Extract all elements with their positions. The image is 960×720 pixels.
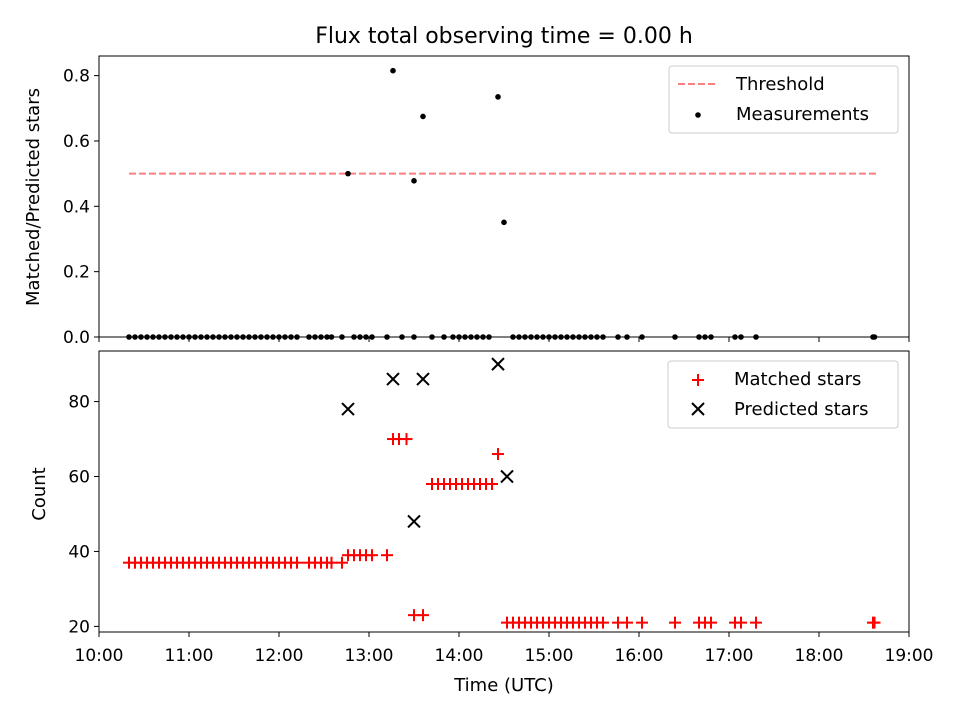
measurement-point — [411, 178, 417, 184]
legend-measurements-swatch — [695, 112, 701, 118]
matched-star-point — [417, 609, 429, 622]
matched-star-point — [750, 616, 762, 629]
top-ytick-label: 0.4 — [63, 197, 90, 217]
top-ytick-label: 0.2 — [63, 263, 90, 283]
top-ytick-label: 0.6 — [63, 132, 90, 152]
bottom-ytick-label: 60 — [68, 468, 90, 488]
xtick-label: 12:00 — [255, 646, 304, 666]
top-ticks: 0.0 0.2 0.4 0.6 0.8 — [63, 67, 910, 348]
bottom-panel: Count Time (UTC) 10:00 11:00 12:00 13:00 14:… — [29, 350, 934, 696]
matched-star-point — [381, 549, 393, 562]
legend-threshold-label: Threshold — [735, 74, 825, 95]
matched-star-point — [336, 556, 348, 569]
bottom-legend-box — [667, 360, 899, 429]
legend-matched-label: Matched stars — [734, 369, 861, 390]
top-ytick-label: 0.0 — [63, 328, 90, 348]
matched-star-point — [492, 448, 504, 461]
legend-measurements-label: Measurements — [736, 104, 869, 125]
predicted-star-point — [386, 372, 400, 386]
xtick-label: 10:00 — [75, 646, 124, 666]
matched-star-point — [735, 616, 747, 629]
xtick-label: 18:00 — [795, 646, 844, 666]
top-legend: Threshold Measurements — [668, 65, 899, 134]
bottom-ytick-label: 20 — [68, 617, 90, 637]
xtick-label: 17:00 — [705, 646, 754, 666]
matched-star-point — [366, 549, 378, 562]
top-title: Flux total observing time = 0.00 h — [315, 24, 693, 49]
matched-star-point — [636, 616, 648, 629]
xtick-label: 14:00 — [435, 646, 484, 666]
bottom-points — [123, 357, 881, 629]
legend-matched-swatch — [692, 374, 704, 386]
top-axes-frame — [98, 55, 910, 338]
top-legend-box — [668, 65, 899, 134]
matched-star-point — [486, 478, 498, 491]
xtick-label: 19:00 — [885, 646, 934, 666]
top-ylabel: Matched/Predicted stars — [23, 88, 44, 306]
measurement-point — [390, 67, 396, 74]
measurement-point — [501, 219, 507, 226]
matched-star-point — [669, 616, 681, 629]
predicted-star-point — [341, 402, 355, 416]
matched-star-point — [597, 616, 609, 629]
bottom-ytick-label: 40 — [68, 542, 90, 562]
xtick-label: 15:00 — [525, 646, 574, 666]
legend-predicted-swatch — [691, 402, 705, 416]
measurement-point — [420, 113, 426, 120]
measurement-point — [495, 94, 501, 100]
matched-star-point — [868, 616, 881, 629]
bottom-ytick-label: 80 — [68, 393, 90, 413]
xtick-label: 13:00 — [345, 646, 394, 666]
bottom-ticks: 10:00 11:00 12:00 13:00 14:00 15:00 16:00 17:00… — [68, 393, 933, 666]
matched-star-point — [705, 616, 717, 629]
matched-star-point — [325, 556, 338, 569]
xtick-label: 16:00 — [615, 646, 664, 666]
predicted-star-point — [500, 469, 514, 484]
predicted-star-point — [491, 357, 505, 371]
matched-star-point — [291, 556, 303, 569]
top-ytick-label: 0.8 — [63, 67, 90, 87]
predicted-star-point — [407, 514, 421, 529]
matched-star-point — [400, 433, 413, 446]
bottom-xlabel: Time (UTC) — [453, 675, 554, 696]
legend-predicted-label: Predicted stars — [734, 399, 868, 420]
bottom-ylabel: Count — [29, 467, 50, 520]
measurement-point — [345, 170, 351, 177]
matched-star-point — [621, 616, 633, 629]
top-panel: Flux total observing time = 0.00 h Match… — [23, 24, 910, 348]
predicted-star-point — [416, 372, 430, 386]
bottom-legend: Matched stars Predicted stars — [667, 360, 899, 429]
bottom-axes-frame — [98, 350, 910, 633]
xtick-label: 11:00 — [165, 646, 214, 666]
